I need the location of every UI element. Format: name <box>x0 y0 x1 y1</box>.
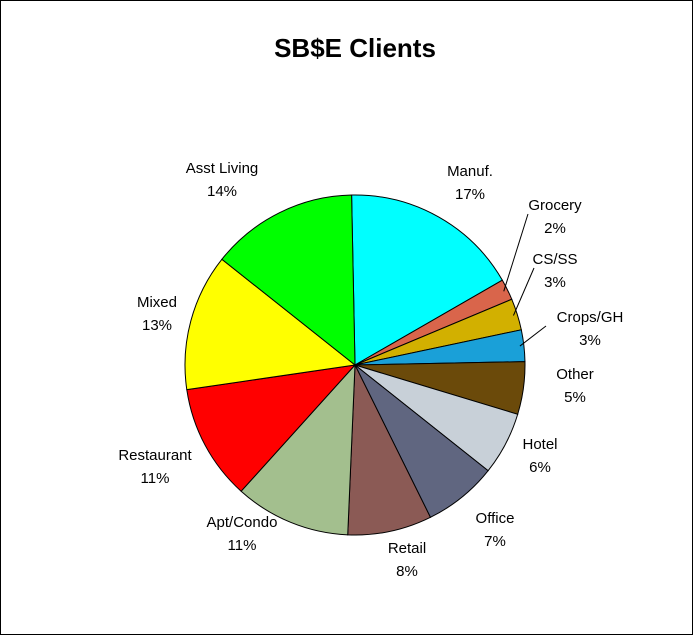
slice-label: Manuf. <box>447 163 493 180</box>
chart-title: SB$E Clients <box>274 33 436 63</box>
slice-value-label: 17% <box>455 186 485 203</box>
slice-value-label: 3% <box>544 274 566 291</box>
slice-label: Other <box>556 366 594 383</box>
slice-value-label: 2% <box>544 220 566 237</box>
leader-line <box>503 213 529 292</box>
slice-value-label: 3% <box>579 332 601 349</box>
pie-slice <box>240 363 356 536</box>
slice-value-label: 14% <box>207 183 237 200</box>
slice-value-label: 5% <box>564 389 586 406</box>
pie-slice <box>351 194 503 366</box>
slice-label: Office <box>476 510 515 527</box>
slice-value-label: 8% <box>396 563 418 580</box>
slice-label: Mixed <box>137 294 177 311</box>
slice-value-label: 13% <box>142 317 172 334</box>
slice-label: Restaurant <box>118 447 192 464</box>
slice-label: Hotel <box>522 436 557 453</box>
slice-label: Crops/GH <box>557 309 624 326</box>
slice-label: Asst Living <box>186 160 259 177</box>
slice-label: Grocery <box>528 197 582 214</box>
pie-slice <box>186 364 357 492</box>
slice-value-label: 11% <box>141 470 170 487</box>
slice-value-label: 11% <box>228 537 257 554</box>
slice-value-label: 6% <box>529 459 551 476</box>
leader-line <box>512 267 535 316</box>
slice-label: CS/SS <box>532 251 577 268</box>
pie-slice <box>184 258 357 391</box>
leader-line <box>519 325 547 347</box>
pie-slice <box>221 194 356 367</box>
slice-value-label: 7% <box>484 533 506 550</box>
slice-label: Retail <box>388 540 426 557</box>
slice-label: Apt/Condo <box>207 514 278 531</box>
